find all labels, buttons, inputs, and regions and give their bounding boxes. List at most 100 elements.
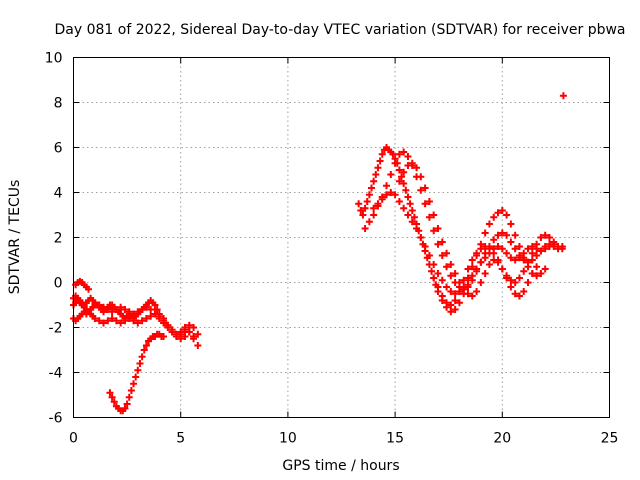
data-point (147, 306, 155, 313)
data-point (537, 247, 545, 255)
data-point (365, 218, 373, 226)
data-point (408, 159, 416, 167)
data-point (498, 207, 506, 214)
data-point (481, 243, 489, 250)
data-point (406, 200, 414, 208)
data-point (91, 299, 99, 307)
data-point (447, 272, 455, 280)
data-point (490, 236, 498, 244)
data-point (503, 211, 511, 219)
data-point (125, 315, 133, 322)
data-point (400, 148, 408, 156)
data-point (395, 166, 403, 174)
data-point (430, 211, 438, 219)
data-point (100, 303, 108, 311)
data-point (541, 243, 549, 250)
data-point (481, 270, 489, 277)
y-tick-label: 6 (54, 141, 63, 157)
data-point (160, 333, 168, 340)
x-tick-label: 15 (386, 431, 404, 447)
data-point (140, 346, 148, 354)
data-point (151, 301, 159, 309)
data-point (541, 265, 549, 273)
data-point (185, 321, 193, 329)
data-point (554, 245, 562, 253)
data-point (130, 310, 138, 318)
series-segment-7 (361, 148, 566, 293)
data-point (425, 198, 433, 205)
y-tick-label: 2 (54, 231, 63, 247)
data-point (533, 252, 541, 259)
data-point (117, 303, 125, 311)
data-point (404, 153, 412, 160)
data-point (130, 380, 138, 388)
data-point (545, 240, 553, 248)
data-point (357, 207, 365, 214)
data-point (490, 249, 498, 257)
data-point (451, 290, 459, 298)
data-point (194, 342, 202, 349)
series-outlier (559, 92, 567, 100)
data-point (168, 326, 176, 334)
data-point (391, 191, 399, 199)
data-point (368, 184, 376, 192)
series-segment-5 (106, 330, 168, 415)
data-point (559, 92, 567, 100)
data-point (155, 312, 163, 320)
data-point (125, 308, 133, 316)
data-point (138, 317, 146, 325)
data-point (443, 283, 451, 291)
data-point (130, 317, 138, 325)
y-tick-label: 8 (54, 96, 63, 112)
data-point (438, 292, 446, 300)
data-point (194, 330, 202, 338)
data-point (468, 292, 476, 300)
data-point (365, 191, 373, 199)
data-point (451, 306, 459, 313)
data-point (524, 258, 532, 266)
chart-title: Day 081 of 2022, Sidereal Day-to-day VTE… (54, 22, 625, 38)
data-point (134, 319, 142, 327)
data-point (498, 265, 506, 273)
data-point (550, 238, 558, 246)
data-point (370, 211, 378, 219)
data-point (451, 297, 459, 304)
data-point (421, 200, 429, 208)
data-point (443, 263, 451, 271)
data-point (181, 326, 189, 334)
data-point (361, 225, 369, 232)
data-point (511, 290, 519, 298)
data-point (524, 279, 532, 286)
data-point (108, 393, 116, 401)
data-point (108, 315, 116, 322)
data-point (528, 243, 536, 250)
plot-frame (73, 57, 610, 418)
data-point (528, 249, 536, 257)
data-point (112, 306, 120, 313)
data-point (112, 317, 120, 325)
data-point (95, 317, 103, 325)
data-point (138, 306, 146, 313)
data-point (481, 229, 489, 237)
y-tick-label: 4 (54, 186, 63, 202)
data-point (477, 245, 485, 253)
data-point (558, 243, 566, 250)
data-point (511, 279, 519, 286)
data-point (383, 182, 391, 190)
x-tick-label: 10 (279, 431, 297, 447)
data-point (395, 198, 403, 205)
data-point (503, 272, 511, 280)
data-point (417, 234, 425, 241)
data-point (468, 263, 476, 271)
data-point (434, 270, 442, 277)
data-point (361, 204, 369, 212)
data-point (370, 204, 378, 212)
data-point (95, 301, 103, 309)
data-point (515, 243, 523, 250)
data-point (503, 231, 511, 239)
data-point (520, 267, 528, 275)
data-point (494, 209, 502, 217)
data-point (485, 220, 493, 228)
data-point (408, 207, 416, 214)
